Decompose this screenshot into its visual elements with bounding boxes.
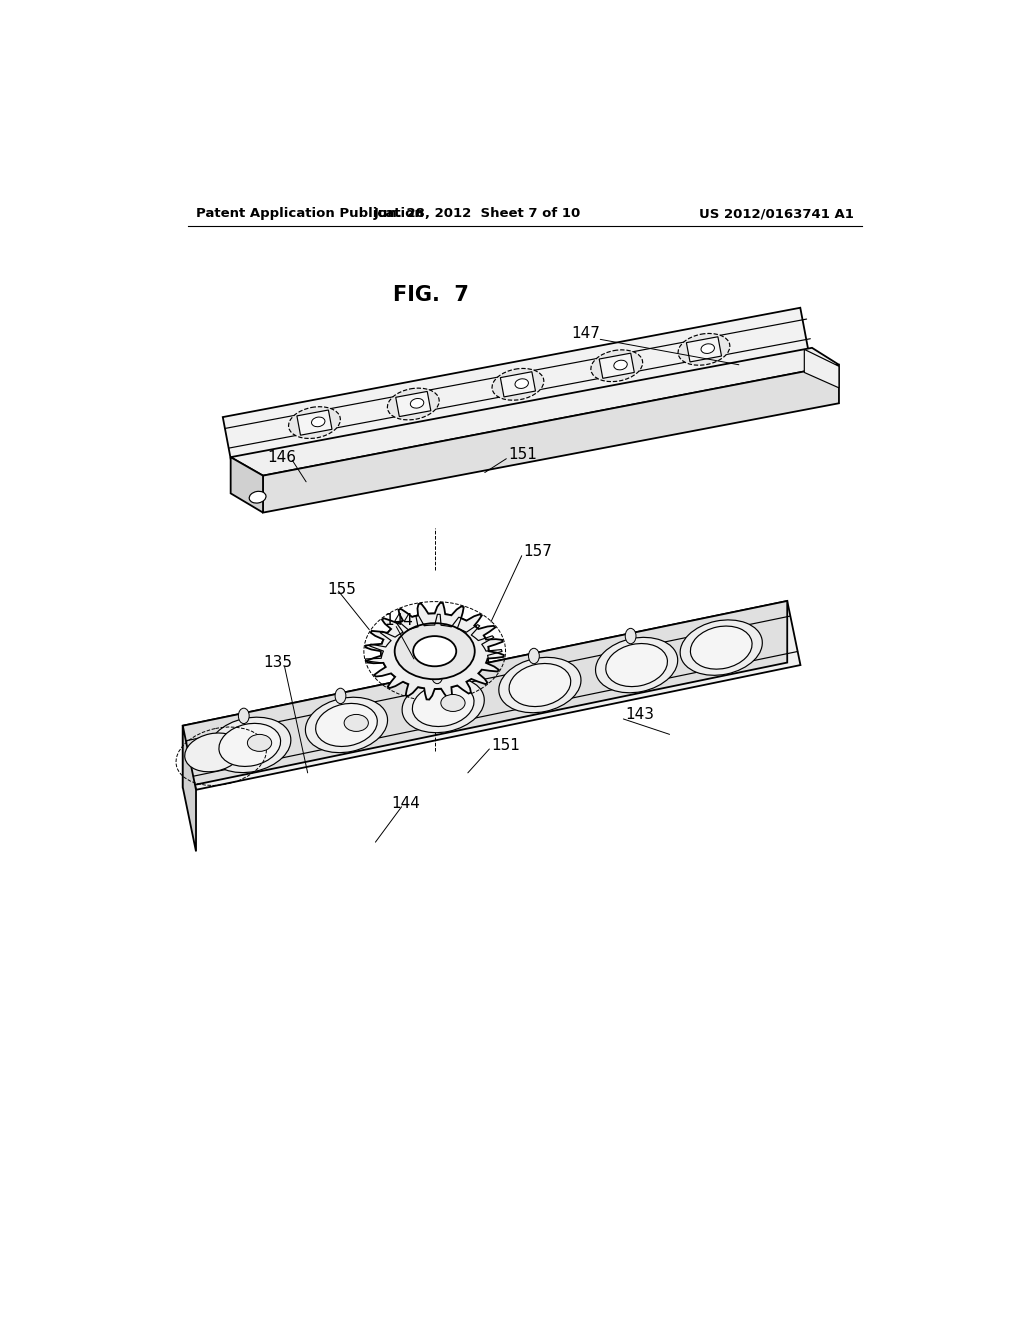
Ellipse shape <box>248 734 271 751</box>
Text: 151: 151 <box>508 447 537 462</box>
Polygon shape <box>599 354 634 379</box>
Ellipse shape <box>596 638 678 693</box>
Ellipse shape <box>311 417 325 426</box>
Polygon shape <box>182 601 787 787</box>
Ellipse shape <box>239 708 249 723</box>
Text: 144: 144 <box>385 612 414 628</box>
Ellipse shape <box>413 636 457 667</box>
Polygon shape <box>686 337 722 362</box>
Ellipse shape <box>441 694 465 711</box>
Text: 146: 146 <box>267 450 297 465</box>
Text: Jun. 28, 2012  Sheet 7 of 10: Jun. 28, 2012 Sheet 7 of 10 <box>374 207 581 220</box>
Ellipse shape <box>432 668 442 684</box>
Ellipse shape <box>335 688 346 704</box>
Polygon shape <box>182 601 801 789</box>
Ellipse shape <box>413 684 474 726</box>
Ellipse shape <box>184 733 243 772</box>
Ellipse shape <box>289 407 340 438</box>
Ellipse shape <box>315 704 377 747</box>
Ellipse shape <box>402 677 484 733</box>
Ellipse shape <box>613 360 628 370</box>
Text: 155: 155 <box>327 582 355 597</box>
Polygon shape <box>263 364 839 512</box>
Text: 143: 143 <box>625 706 654 722</box>
Polygon shape <box>804 350 839 388</box>
Ellipse shape <box>344 714 369 731</box>
Ellipse shape <box>678 334 730 366</box>
Ellipse shape <box>515 379 528 388</box>
Ellipse shape <box>219 723 281 767</box>
Polygon shape <box>395 392 431 417</box>
Text: 151: 151 <box>490 738 520 752</box>
Polygon shape <box>366 603 504 700</box>
Text: 135: 135 <box>263 655 292 671</box>
Polygon shape <box>297 411 332 436</box>
Text: 144: 144 <box>391 796 420 812</box>
Ellipse shape <box>381 614 488 689</box>
Polygon shape <box>501 372 536 397</box>
Ellipse shape <box>499 657 581 713</box>
Ellipse shape <box>492 368 544 400</box>
Text: US 2012/0163741 A1: US 2012/0163741 A1 <box>699 207 854 220</box>
Text: 147: 147 <box>571 326 600 342</box>
Ellipse shape <box>394 623 475 680</box>
Ellipse shape <box>305 697 387 752</box>
Ellipse shape <box>701 343 715 354</box>
Text: Patent Application Publication: Patent Application Publication <box>196 207 424 220</box>
Polygon shape <box>223 308 808 459</box>
Text: 157: 157 <box>523 544 552 558</box>
Polygon shape <box>230 348 839 475</box>
Polygon shape <box>230 457 263 512</box>
Ellipse shape <box>387 388 439 420</box>
Ellipse shape <box>411 399 424 408</box>
Ellipse shape <box>528 648 540 664</box>
Ellipse shape <box>249 491 266 503</box>
Ellipse shape <box>606 644 668 686</box>
Ellipse shape <box>690 626 752 669</box>
Ellipse shape <box>209 717 291 772</box>
Ellipse shape <box>626 628 636 644</box>
Ellipse shape <box>509 664 570 706</box>
Ellipse shape <box>591 350 643 381</box>
Text: FIG.  7: FIG. 7 <box>393 285 469 305</box>
Polygon shape <box>182 726 196 851</box>
Ellipse shape <box>680 620 762 676</box>
